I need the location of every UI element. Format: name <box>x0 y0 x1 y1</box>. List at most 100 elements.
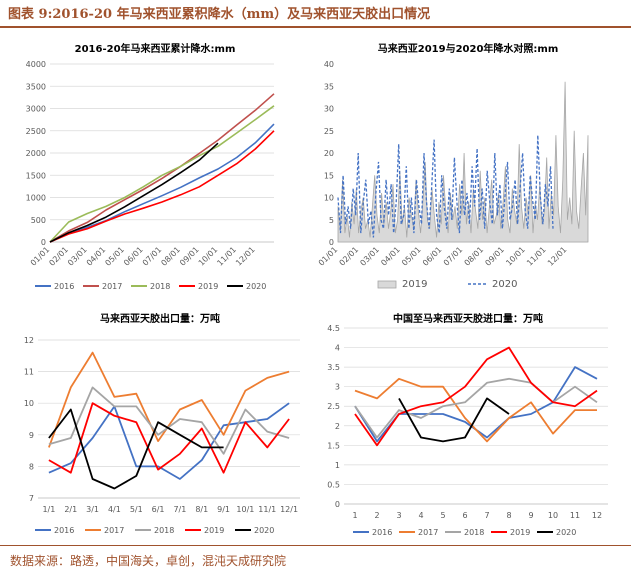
chart-title: 中国至马来西亚天胶进口量：万吨 <box>393 312 543 325</box>
legend-label: 2019 <box>510 528 530 537</box>
legend-item-2017: 2017 <box>85 526 124 535</box>
series-line-2018 <box>354 377 598 439</box>
chart-svg: 马来西亚2019与2020年降水对照:mm 0 5 10 15 20 25 30 35 40 01/… <box>317 42 589 290</box>
y-tick-label: 2 <box>335 422 340 431</box>
legend-item-2019: 2019 <box>377 279 427 290</box>
y-tick-label: 3 <box>335 383 340 392</box>
legend-label: 2018 <box>154 526 174 535</box>
y-tick-label: 3.5 <box>327 363 340 372</box>
y-tick-label: 35 <box>324 82 334 91</box>
y-tick-label: 3000 <box>26 105 46 114</box>
y-tick-label: 0.5 <box>327 480 340 489</box>
legend-item-2017: 2017 <box>83 282 122 291</box>
x-tick-label: 06/01 <box>421 245 444 268</box>
x-tick-label: 01/01 <box>29 245 52 268</box>
x-tick-label: 04/01 <box>379 245 402 268</box>
legend-item-2020: 2020 <box>468 279 517 290</box>
y-tick-label: 1000 <box>26 194 46 203</box>
x-tick-label: 09/01 <box>178 245 201 268</box>
x-tick-label: 12/1 <box>280 505 298 514</box>
x-tick-label: 11 <box>570 511 580 520</box>
series-line-2020 <box>48 408 224 490</box>
series-line-2020 <box>49 142 219 243</box>
series-line-2016 <box>49 123 275 243</box>
series-line-2017 <box>48 351 290 448</box>
legend-label: 2018 <box>464 528 484 537</box>
legend-item-2016: 2016 <box>35 282 74 291</box>
y-tick-label: 500 <box>31 216 46 225</box>
y-tick-label: 2500 <box>26 127 46 136</box>
legend-label: 2020 <box>246 282 266 291</box>
legend-item-2018: 2018 <box>131 282 170 291</box>
x-tick-label: 12 <box>592 511 602 520</box>
y-tick-label: 4 <box>335 344 340 353</box>
x-tick-label: 2/1 <box>64 505 77 514</box>
legend-label: 2020 <box>556 528 576 537</box>
y-tick-label: 10 <box>324 194 334 203</box>
x-tick-label: 03/01 <box>66 245 89 268</box>
legend-item-2019: 2019 <box>491 528 530 537</box>
legend-label: 2019 <box>402 279 427 290</box>
chart-title: 马来西亚天胶出口量：万吨 <box>100 312 220 325</box>
x-tick-label: 6/1 <box>152 505 165 514</box>
chart-title: 2016-20年马来西亚累计降水:mm <box>75 42 236 55</box>
x-tick-label: 8/1 <box>195 505 208 514</box>
legend-label: 2020 <box>492 279 517 290</box>
y-tick-label: 11 <box>24 368 34 377</box>
legend-label: 2017 <box>102 282 122 291</box>
series-line-2020 <box>337 135 554 238</box>
series-line-2019 <box>49 130 275 243</box>
chart-rubber-import: 中国至马来西亚天胶进口量：万吨 0 0.5 1 1.5 2 2.5 3 3.5 4 4.5 1 2 3 4 5… <box>318 308 618 542</box>
legend-item-2016: 2016 <box>353 528 392 537</box>
x-tick-label: 1 <box>352 511 357 520</box>
y-tick-label: 2000 <box>26 149 46 158</box>
y-tick-label: 0 <box>41 238 46 247</box>
y-tick-label: 1.5 <box>327 441 340 450</box>
legend-item-2018: 2018 <box>445 528 484 537</box>
x-tick-label: 8 <box>506 511 511 520</box>
x-tick-label: 1/1 <box>42 505 55 514</box>
legend-item-2018: 2018 <box>135 526 174 535</box>
series-line-2018 <box>49 105 275 243</box>
chart-svg: 2016-20年马来西亚累计降水:mm 0 500 1000 1500 2000 2500 3… <box>26 42 275 291</box>
x-tick-label: 11/01 <box>215 245 238 268</box>
x-tick-label: 05/01 <box>103 245 126 268</box>
x-tick-label: 07/01 <box>442 245 465 268</box>
series-line-2017 <box>354 377 597 443</box>
x-tick-label: 10 <box>548 511 558 520</box>
legend-item-2020: 2020 <box>227 282 266 291</box>
y-tick-label: 1500 <box>26 171 46 180</box>
y-tick-label: 5 <box>329 216 334 225</box>
chart-svg: 马来西亚天胶出口量：万吨 7 8 9 10 11 12 1/1 2/1 3/1 4/1 5/1 6/1 7… <box>24 312 300 535</box>
x-tick-label: 10/1 <box>236 505 254 514</box>
header-divider <box>0 26 631 28</box>
legend-item-2016: 2016 <box>35 526 74 535</box>
legend-label: 2016 <box>54 282 74 291</box>
x-tick-label: 08/01 <box>159 245 182 268</box>
x-tick-label: 01/01 <box>317 245 340 268</box>
series-area-2019 <box>337 81 589 243</box>
legend-label: 2017 <box>104 526 124 535</box>
series-line-2019 <box>48 402 290 474</box>
legend-label: 2019 <box>204 526 224 535</box>
x-tick-label: 02/01 <box>47 245 70 268</box>
x-tick-label: 02/01 <box>338 245 361 268</box>
report-header: 图表 9:2016-20 年马来西亚累积降水（mm）及马来西亚天胶出口情况 <box>0 0 631 28</box>
series-line-2019 <box>354 346 598 447</box>
x-tick-label: 08/01 <box>463 245 486 268</box>
y-tick-label: 15 <box>324 171 334 180</box>
x-tick-label: 9 <box>528 511 533 520</box>
chart-rainfall-2019-vs-2020: 马来西亚2019与2020年降水对照:mm 0 5 10 15 20 25 30 35 40 01/… <box>317 38 618 298</box>
data-source: 数据来源：路透，中国海关，卓创，混沌天成研究院 <box>10 554 287 568</box>
y-tick-label: 1 <box>335 461 340 470</box>
y-tick-label: 10 <box>24 399 34 408</box>
y-tick-label: 30 <box>324 105 334 114</box>
legend-label: 2016 <box>54 526 74 535</box>
legend-item-2020: 2020 <box>537 528 576 537</box>
legend-item-2019: 2019 <box>185 526 224 535</box>
x-tick-label: 05/01 <box>400 245 423 268</box>
legend-item-2020: 2020 <box>235 526 274 535</box>
x-tick-label: 4/1 <box>108 505 121 514</box>
x-tick-label: 5 <box>440 511 445 520</box>
